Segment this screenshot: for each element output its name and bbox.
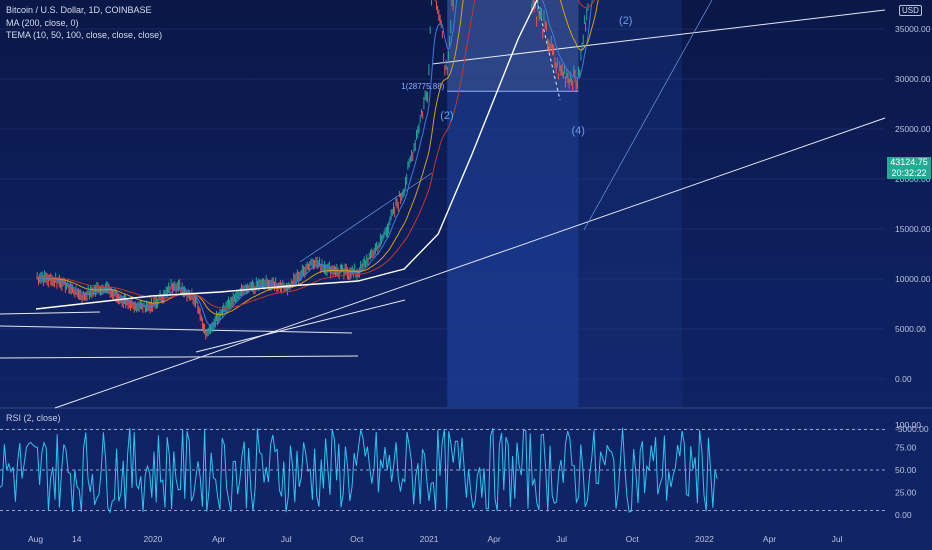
tema-line-fast: [35, 0, 593, 326]
tema-line-mid: [35, 0, 599, 316]
price-tick-label: 20000.00: [895, 174, 931, 184]
trend-line: [583, 0, 713, 231]
time-tick-label: Oct: [350, 534, 364, 544]
last-price-tag: 43124.75: [887, 157, 931, 168]
ma-200-line: [35, 0, 538, 310]
price-tick-label: 0.00: [895, 374, 912, 384]
trend-line: [0, 355, 359, 359]
rsi-tick-label: 0.00: [895, 510, 912, 520]
price-tick-label: 15000.00: [895, 224, 931, 234]
price-tick-label: 5000.00: [895, 324, 926, 334]
rsi-line: [0, 427, 718, 514]
time-tick-label: Apr: [488, 534, 501, 544]
time-tick-label: Jul: [281, 534, 292, 544]
ma-indicator-label[interactable]: MA (200, close, 0): [6, 17, 79, 28]
rsi-tick-label: 75.00: [895, 443, 917, 453]
price-tick-label: 30000.00: [895, 74, 931, 84]
wave-label: (4): [572, 125, 585, 137]
time-tick-label: 14: [72, 534, 82, 544]
trend-line: [536, 0, 561, 101]
wave-label: (2): [619, 15, 632, 27]
time-tick-label: Oct: [626, 534, 640, 544]
wave-label: (2): [440, 110, 453, 122]
time-tick-label: 2022: [695, 534, 714, 544]
price-tick-label: -5000.00: [895, 424, 929, 434]
trend-line: [0, 311, 101, 315]
time-tick-label: 2021: [420, 534, 439, 544]
rsi-tick-label: 25.00: [895, 488, 917, 498]
fib-label-1: 1(28775.88): [401, 82, 444, 91]
trend-line: [54, 117, 886, 409]
bar-countdown: 20:32:22: [887, 168, 931, 179]
time-tick-label: Apr: [212, 534, 225, 544]
tema-indicator-label[interactable]: TEMA (10, 50, 100, close, close, close): [6, 30, 163, 40]
currency-badge[interactable]: USD: [899, 5, 922, 16]
trend-line: [299, 172, 433, 263]
time-tick-label: Aug: [28, 534, 43, 544]
symbol-title[interactable]: Bitcoin / U.S. Dollar, 1D, COINBASE: [6, 5, 152, 15]
price-tick-label: 10000.00: [895, 274, 931, 284]
trend-line: [0, 325, 353, 334]
tema-line-slow: [36, 0, 596, 309]
price-tick-label: 35000.00: [895, 24, 931, 34]
rsi-tick-label: 100.00: [895, 420, 921, 430]
trend-line: [431, 9, 886, 65]
chart-legend: Bitcoin / U.S. Dollar, 1D, COINBASE MA (…: [6, 4, 162, 42]
rsi-tick-label: 50.00: [895, 465, 917, 475]
time-tick-label: Apr: [763, 534, 776, 544]
time-tick-label: 2020: [143, 534, 162, 544]
rsi-indicator-label[interactable]: RSI (2, close): [6, 413, 61, 423]
price-tick-label: 25000.00: [895, 124, 931, 134]
time-tick-label: Jul: [832, 534, 843, 544]
time-tick-label: Jul: [556, 534, 567, 544]
highlight-range: [578, 0, 682, 407]
trend-line: [195, 299, 406, 353]
